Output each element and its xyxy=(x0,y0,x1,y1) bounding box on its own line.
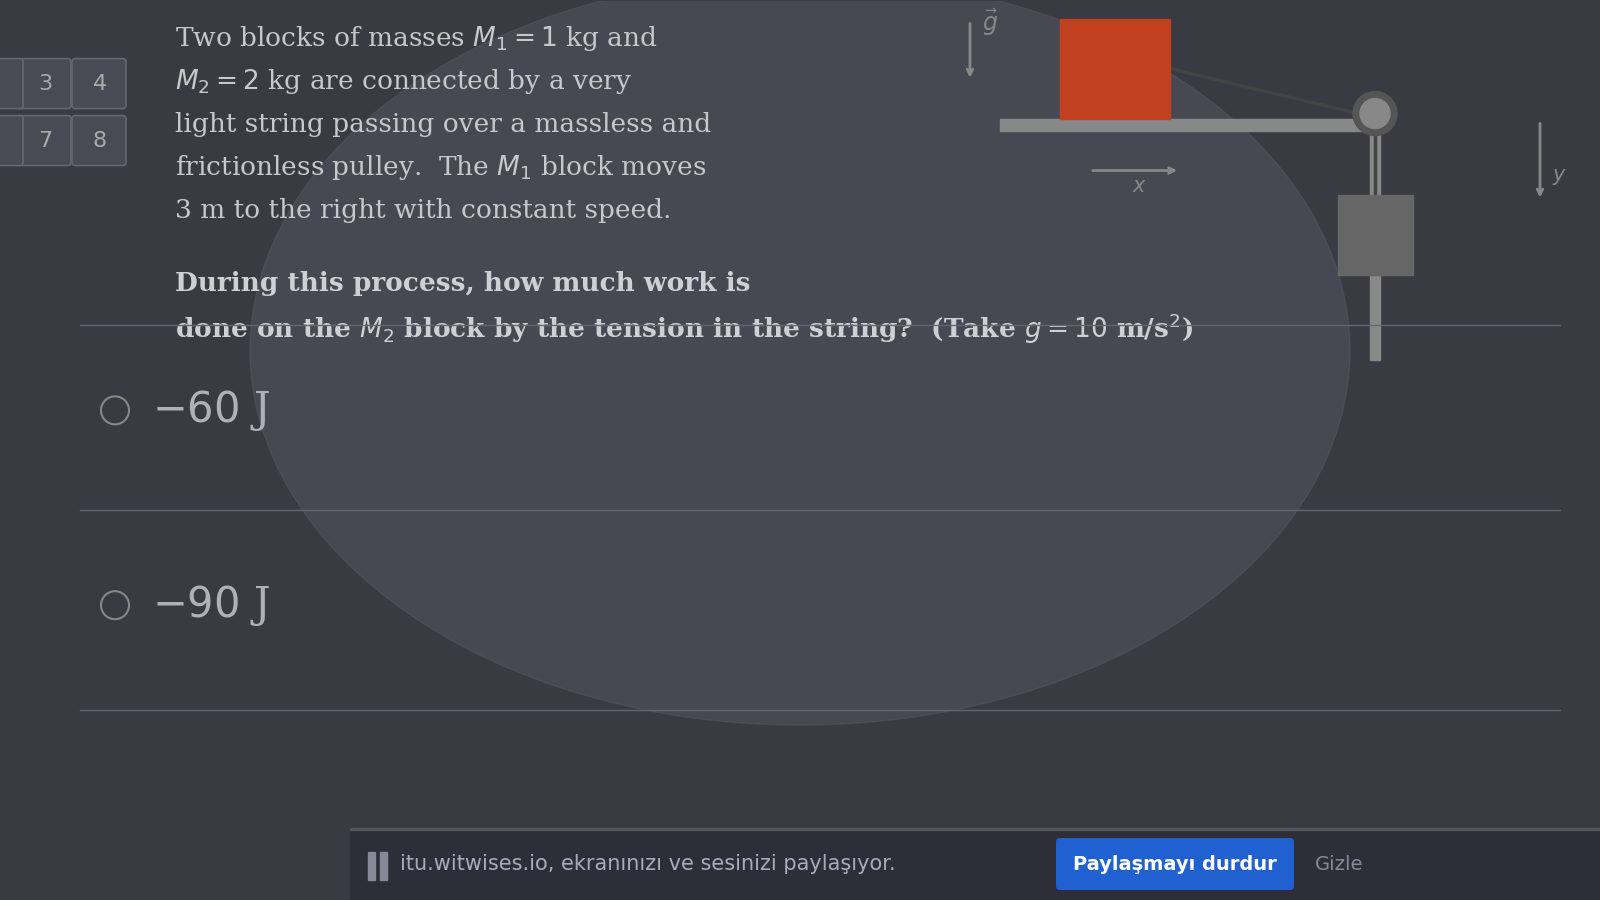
Text: 4: 4 xyxy=(93,74,107,94)
FancyBboxPatch shape xyxy=(72,115,126,166)
FancyBboxPatch shape xyxy=(18,115,70,166)
Text: Paylaşmayı durdur: Paylaşmayı durdur xyxy=(1074,854,1277,874)
Bar xyxy=(350,828,1600,900)
Text: frictionless pulley.  The $M_1$ block moves: frictionless pulley. The $M_1$ block mov… xyxy=(174,153,707,182)
Text: 3 m to the right with constant speed.: 3 m to the right with constant speed. xyxy=(174,198,672,223)
Bar xyxy=(381,852,387,880)
Text: $x$: $x$ xyxy=(1133,176,1147,196)
FancyBboxPatch shape xyxy=(0,115,22,166)
Circle shape xyxy=(1354,92,1397,136)
Bar xyxy=(1000,119,1379,130)
FancyBboxPatch shape xyxy=(72,58,126,109)
Text: $\vec{g}$: $\vec{g}$ xyxy=(982,7,998,38)
Bar xyxy=(1338,195,1413,275)
Text: $M_2 = 2$ kg are connected by a very: $M_2 = 2$ kg are connected by a very xyxy=(174,68,632,96)
Ellipse shape xyxy=(250,0,1350,725)
Text: 7: 7 xyxy=(38,130,53,150)
Circle shape xyxy=(101,396,130,424)
Bar xyxy=(350,828,1600,830)
Text: $-90$ J: $-90$ J xyxy=(152,582,270,627)
Text: 3: 3 xyxy=(38,74,53,94)
Bar xyxy=(368,852,374,880)
Circle shape xyxy=(1360,99,1390,129)
Bar xyxy=(1370,130,1379,360)
Text: light string passing over a massless and: light string passing over a massless and xyxy=(174,112,710,137)
FancyBboxPatch shape xyxy=(1056,838,1294,890)
Text: During this process, how much work is: During this process, how much work is xyxy=(174,271,750,296)
Text: Gizle: Gizle xyxy=(1315,854,1363,874)
Text: 8: 8 xyxy=(93,130,107,150)
Text: Two blocks of masses $M_1 = 1$ kg and: Two blocks of masses $M_1 = 1$ kg and xyxy=(174,24,658,53)
Bar xyxy=(1059,19,1170,119)
Text: itu.witwises.io, ekranınızı ve sesinizi paylaşıyor.: itu.witwises.io, ekranınızı ve sesinizi … xyxy=(400,854,896,874)
Circle shape xyxy=(101,591,130,619)
FancyBboxPatch shape xyxy=(18,58,70,109)
FancyBboxPatch shape xyxy=(0,58,22,109)
Text: done on the $M_2$ block by the tension in the string?  (Take $g = 10$ m/s$^2$): done on the $M_2$ block by the tension i… xyxy=(174,311,1194,346)
Text: $-60$ J: $-60$ J xyxy=(152,388,270,433)
Text: $y$: $y$ xyxy=(1552,166,1566,186)
